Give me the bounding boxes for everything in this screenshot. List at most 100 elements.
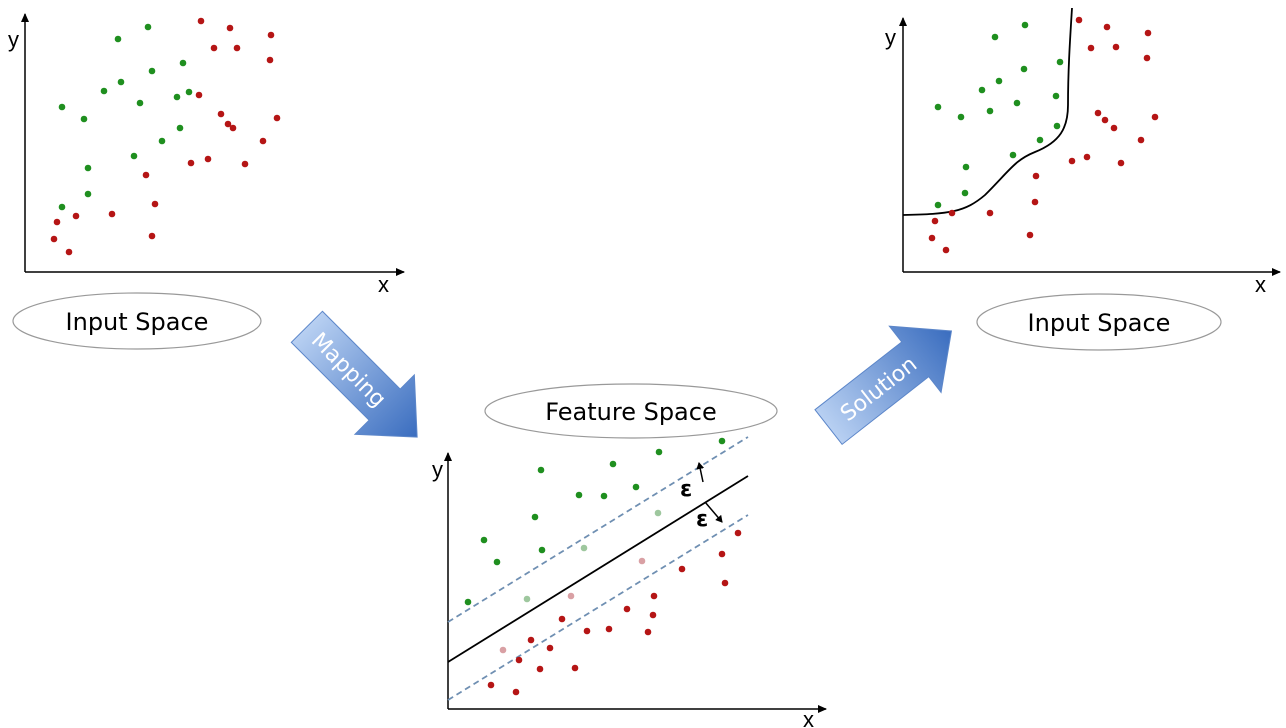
red-point (986, 209, 994, 217)
red-point (72, 212, 80, 220)
green-point (136, 99, 144, 107)
mapping-arrow: Mapping (290, 310, 418, 438)
right-caption: Input Space (1028, 309, 1171, 337)
red-point (241, 160, 249, 168)
faded-green-point (580, 544, 588, 552)
red-point (1101, 116, 1109, 124)
red-point (527, 636, 535, 644)
left-caption: Input Space (66, 308, 209, 336)
lower-margin-line (447, 514, 749, 701)
red-point (1094, 109, 1102, 117)
red-point (1143, 54, 1151, 62)
red-point (142, 171, 150, 179)
red-point (229, 124, 237, 132)
epsilon-lower-arrow (704, 501, 723, 523)
red-point (148, 232, 156, 240)
red-point (1068, 157, 1076, 165)
red-point (259, 137, 267, 145)
green-point (114, 35, 122, 43)
green-point (655, 448, 663, 456)
green-point (1020, 65, 1028, 73)
left-input-space-plot: y x (8, 13, 405, 297)
green-point (1056, 58, 1064, 66)
red-point (151, 200, 159, 208)
red-point (942, 246, 950, 254)
green-point (100, 87, 108, 95)
y-axis-label: y (432, 457, 443, 482)
decision-hyperplane (447, 475, 749, 663)
red-point (1117, 159, 1125, 167)
green-point (1052, 92, 1060, 100)
red-point (487, 681, 495, 689)
green-point (961, 189, 969, 197)
green-point (609, 460, 617, 468)
scatter-points (50, 17, 281, 256)
red-point (721, 579, 729, 587)
red-point (1026, 231, 1034, 239)
green-point (995, 77, 1003, 85)
green-point (158, 137, 166, 145)
green-point (575, 491, 583, 499)
red-point (266, 56, 274, 64)
y-axis-label: y (885, 25, 896, 50)
green-point (493, 558, 501, 566)
x-axis-label: x (803, 707, 814, 728)
right-input-space-plot: y x (885, 7, 1281, 297)
green-point (464, 598, 472, 606)
red-point (928, 234, 936, 242)
green-point (84, 164, 92, 172)
green-point (148, 67, 156, 75)
epsilon-upper-label: ε (680, 477, 692, 502)
red-point (233, 44, 241, 52)
red-point (948, 209, 956, 217)
green-point (176, 124, 184, 132)
green-point (1021, 21, 1029, 29)
green-point (718, 437, 726, 445)
red-point (50, 235, 58, 243)
red-point (108, 210, 116, 218)
red-point (1137, 136, 1145, 144)
red-point (204, 155, 212, 163)
green-point (130, 152, 138, 160)
green-point (173, 93, 181, 101)
red-point (1151, 113, 1159, 121)
green-point (80, 115, 88, 123)
faded-red-point (567, 592, 575, 600)
green-point (991, 33, 999, 41)
red-point (650, 592, 658, 600)
red-point (1112, 43, 1120, 51)
red-point (571, 664, 579, 672)
epsilon-lower-label: ε (696, 507, 708, 532)
green-point (962, 163, 970, 171)
green-point (58, 103, 66, 111)
green-point (600, 492, 608, 500)
red-point (644, 628, 652, 636)
red-point (267, 31, 275, 39)
green-point (58, 203, 66, 211)
red-point (718, 550, 726, 558)
left-caption-oval: Input Space (12, 292, 262, 350)
faded-green-point (654, 509, 662, 517)
red-point (515, 656, 523, 664)
green-point (632, 483, 640, 491)
y-axis-label: y (8, 27, 19, 52)
green-point (84, 190, 92, 198)
feature-caption-oval: Feature Space (484, 383, 778, 439)
red-point (1083, 153, 1091, 161)
red-point (649, 611, 657, 619)
red-point (512, 688, 520, 696)
red-point (1103, 23, 1111, 31)
solution-arrow: Solution (814, 325, 953, 446)
red-point (53, 218, 61, 226)
red-point (1032, 172, 1040, 180)
green-point (185, 88, 193, 96)
feature-space-plot: y x ε ε (432, 436, 827, 728)
red-point (210, 44, 218, 52)
red-point (583, 627, 591, 635)
red-point (65, 248, 73, 256)
red-point (224, 120, 232, 128)
x-axis-label: x (1255, 272, 1266, 297)
green-point (934, 103, 942, 111)
green-point (480, 536, 488, 544)
